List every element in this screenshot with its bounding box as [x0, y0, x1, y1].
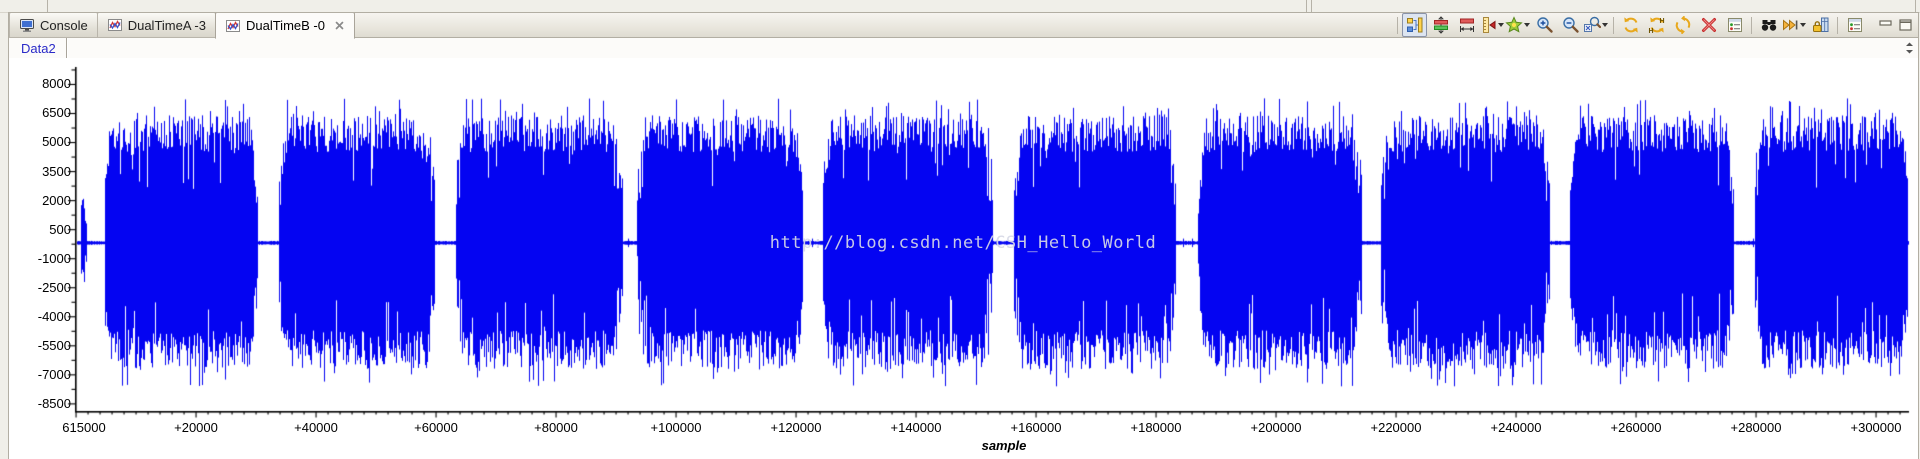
x-axis-tick-label: +120000 — [770, 420, 822, 435]
dropdown-caret-icon[interactable] — [1524, 23, 1530, 27]
x-axis-tick-label: +260000 — [1610, 420, 1662, 435]
y-axis-tick-label: -4000 — [37, 308, 71, 324]
dropdown-caret-icon[interactable] — [1602, 23, 1608, 27]
x-axis-tick-label: +180000 — [1130, 420, 1182, 435]
sync-icon — [1674, 16, 1692, 34]
y-axis-tick-label: 3500 — [42, 163, 71, 179]
zoom-select-icon — [1583, 16, 1601, 34]
minimize-button[interactable] — [1877, 17, 1894, 33]
console-icon — [19, 17, 35, 33]
tab-dualtime-b-label: DualTimeB -0 — [245, 18, 325, 33]
x-axis-tick-label: 615000 — [62, 420, 106, 435]
zoom-in-button[interactable] — [1532, 13, 1557, 37]
x-axis-tick-label: +240000 — [1490, 420, 1542, 435]
reset-graph-button[interactable] — [1696, 13, 1721, 37]
x-axis-tick-label: +220000 — [1370, 420, 1422, 435]
lock-icon — [1812, 16, 1830, 34]
view-window-buttons — [1877, 17, 1914, 33]
fit-icon — [1432, 16, 1450, 34]
y-axis-tick-label: 500 — [49, 221, 71, 237]
panel-divider — [47, 0, 48, 12]
reset-icon — [1700, 16, 1718, 34]
dropdown-caret-icon[interactable] — [1800, 23, 1806, 27]
measure-button[interactable] — [1454, 13, 1479, 37]
graph-subtab-row: Data2 — [9, 38, 1918, 58]
binoculars-icon — [1760, 16, 1778, 34]
watch-button[interactable] — [1756, 13, 1781, 37]
properties-icon — [1726, 16, 1744, 34]
tab-console-label: Console — [40, 17, 88, 33]
zoom-select-button[interactable] — [1584, 13, 1609, 37]
add-graph-button[interactable] — [1505, 13, 1531, 37]
close-icon[interactable] — [334, 20, 345, 31]
svg-text:H: H — [1659, 18, 1664, 25]
y-axis-tick-label: 5000 — [42, 134, 71, 150]
star-icon — [1505, 16, 1523, 34]
measure-icon — [1458, 16, 1476, 34]
panel-divider — [1306, 0, 1307, 12]
graph-properties-button[interactable] — [1722, 13, 1747, 37]
y-axis-tick-label: -1000 — [37, 250, 71, 266]
x-axis-tick-label: +300000 — [1850, 420, 1902, 435]
sync-graphs-button[interactable] — [1670, 13, 1695, 37]
tab-dualtime-b[interactable]: DualTimeB -0 — [214, 12, 355, 39]
subtab-data2[interactable]: Data2 — [9, 38, 67, 58]
maximize-button[interactable] — [1897, 17, 1914, 33]
ruler-icon — [1479, 16, 1497, 34]
toolbar-separator — [1613, 16, 1614, 34]
subtab-label: Data2 — [21, 40, 56, 56]
zoom-out-button[interactable] — [1558, 13, 1583, 37]
x-axis-title: sample — [981, 438, 1027, 453]
y-axis-tick-label: 2000 — [42, 192, 71, 208]
y-axis-tick-label: -7000 — [37, 366, 71, 382]
y-axis-tick-label: 6500 — [42, 105, 71, 121]
zoom-out-icon — [1562, 16, 1580, 34]
toolbar-separator — [1397, 16, 1398, 34]
lock-view-button[interactable] — [1808, 13, 1833, 37]
view-menu-icon — [1846, 16, 1864, 34]
refresh-button[interactable] — [1618, 13, 1643, 37]
waveform-chart: http://blog.csdn.net/CSH_Hello_World sam… — [9, 58, 1918, 459]
panel-divider — [1915, 0, 1916, 12]
y-axis-tick-label: -5500 — [37, 337, 71, 353]
zoom-in-icon — [1536, 16, 1554, 34]
svg-text:H: H — [1648, 28, 1653, 34]
x-axis-tick-label: +60000 — [414, 420, 458, 435]
dropdown-caret-icon[interactable] — [1498, 23, 1504, 27]
toolbar-separator — [1837, 16, 1838, 34]
view-menu-button[interactable] — [1842, 13, 1867, 37]
y-axis-tick-label: -2500 — [37, 279, 71, 295]
waveform-canvas[interactable] — [9, 58, 1918, 459]
x-axis-tick-label: +20000 — [174, 420, 218, 435]
x-axis-tick-label: +140000 — [890, 420, 942, 435]
x-axis-tick-label: +80000 — [534, 420, 578, 435]
tab-dualtime-a-label: DualTimeA -3 — [127, 17, 206, 33]
x-axis-tick-label: +160000 — [1010, 420, 1062, 435]
graph-icon — [107, 17, 123, 33]
tab-scroll-buttons[interactable] — [1905, 41, 1914, 60]
step-icon — [1781, 16, 1799, 34]
legend-icon — [1406, 16, 1424, 34]
x-axis-tick-label: +100000 — [650, 420, 702, 435]
show-legend-button[interactable] — [1402, 13, 1427, 37]
y-axis-tick-label: 8000 — [42, 76, 71, 92]
x-axis-tick-label: +280000 — [1730, 420, 1782, 435]
x-axis-tick-label: +200000 — [1250, 420, 1302, 435]
view-tabs: Console DualTimeA -3 DualTimeB -0 — [9, 12, 355, 39]
x-axis-tick-label: +40000 — [294, 420, 338, 435]
y-axis-tick-label: -8500 — [37, 395, 71, 411]
fit-height-button[interactable] — [1428, 13, 1453, 37]
refresh-icon — [1622, 16, 1640, 34]
toolbar-separator — [1751, 16, 1752, 34]
ruler-button[interactable] — [1480, 13, 1505, 37]
graph-icon — [225, 18, 241, 34]
tab-dualtime-a[interactable]: DualTimeA -3 — [96, 12, 216, 38]
step-button[interactable] — [1782, 13, 1807, 37]
tab-console[interactable]: Console — [9, 12, 98, 38]
panel-divider — [1311, 0, 1312, 12]
